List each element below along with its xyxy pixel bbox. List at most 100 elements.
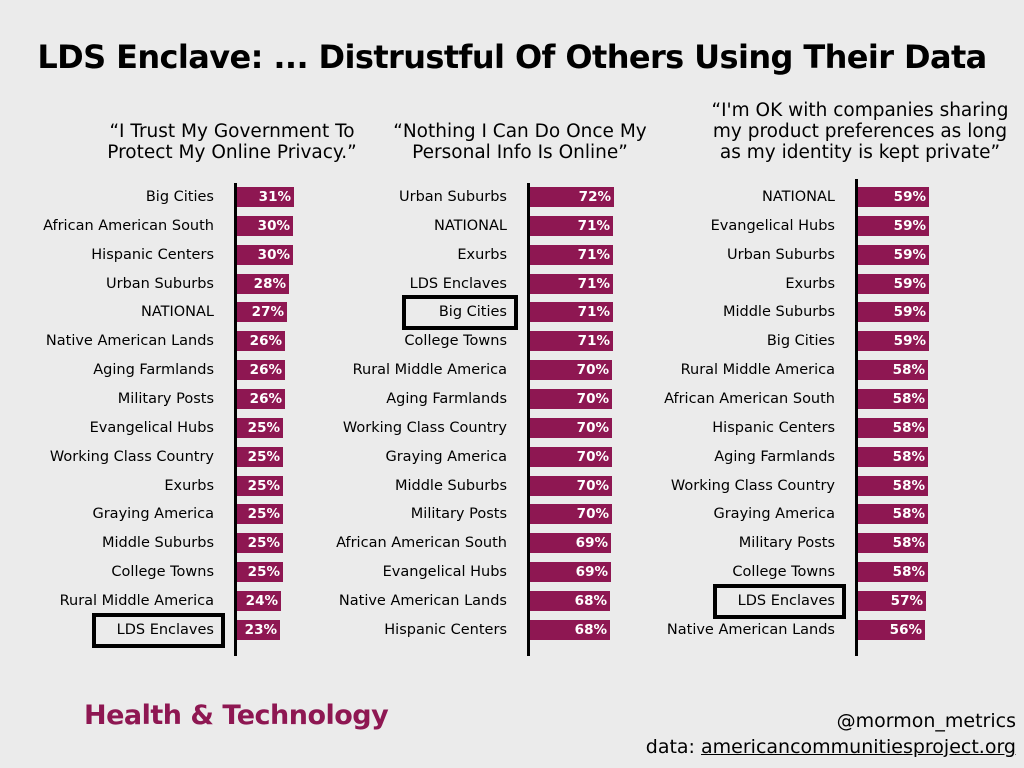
data-label: 31% <box>258 189 291 205</box>
chart-row: Working Class Country 25% <box>0 446 1024 468</box>
chart-row: Evangelical Hubs 25% <box>0 417 1024 439</box>
chart-row: Rural Middle America 58% <box>0 359 1024 381</box>
data-label: 25% <box>247 535 280 552</box>
data-label: 25% <box>247 448 280 465</box>
data-bar: 26% <box>237 360 285 381</box>
chart-row: Urban Suburbs 72% <box>0 186 1024 208</box>
category-label: Aging Farmlands <box>93 362 214 379</box>
category-label: College Towns <box>111 564 214 581</box>
data-bar: 25% <box>237 417 283 438</box>
data-label: 58% <box>892 390 925 407</box>
data-bar: 72% <box>530 187 614 207</box>
category-label: Urban Suburbs <box>399 189 507 205</box>
data-bar: 70% <box>530 360 612 381</box>
category-label: NATIONAL <box>761 189 835 205</box>
data-bar: 28% <box>237 273 289 294</box>
chart-axis-line <box>855 179 858 656</box>
data-label: 68% <box>574 592 607 609</box>
category-label: Hispanic Centers <box>91 246 214 263</box>
data-label: 28% <box>253 275 286 292</box>
chart-row: College Towns 25% <box>0 561 1024 583</box>
data-label: 59% <box>893 333 926 350</box>
category-label: Big Cities <box>766 333 835 350</box>
data-label: 27% <box>251 304 284 321</box>
chart-row: Middle Suburbs 70% <box>0 475 1024 497</box>
data-bar: 25% <box>237 533 283 554</box>
category-label: Rural Middle America <box>680 362 835 379</box>
category-label: Evangelical Hubs <box>382 564 507 581</box>
category-label: NATIONAL <box>140 304 214 321</box>
category-label: Middle Suburbs <box>722 304 835 321</box>
data-label: 71% <box>577 304 610 321</box>
data-label: 25% <box>247 477 280 494</box>
category-label: Rural Middle America <box>59 592 214 609</box>
data-label: 59% <box>893 246 926 263</box>
data-bar: 71% <box>530 302 613 323</box>
category-label: Exurbs <box>785 275 835 292</box>
data-label: 70% <box>576 419 609 436</box>
data-label: 58% <box>892 419 925 436</box>
data-label: 59% <box>893 275 926 292</box>
category-label: Evangelical Hubs <box>710 217 835 234</box>
category-label: Military Posts <box>738 535 835 552</box>
highlight-box <box>92 612 225 648</box>
data-bar: 71% <box>530 215 613 236</box>
data-source-prefix: data: <box>645 736 702 758</box>
data-bar: 57% <box>858 590 926 611</box>
chart-row: Exurbs 59% <box>0 273 1024 295</box>
data-label: 26% <box>249 362 282 379</box>
page-title: LDS Enclave: ... Distrustful Of Others U… <box>37 38 987 76</box>
data-bar: 58% <box>858 533 928 554</box>
chart-row: Native American Lands 68% <box>0 590 1024 612</box>
section-label: Health & Technology <box>84 700 389 731</box>
chart-row: Urban Suburbs 28% <box>0 273 1024 295</box>
data-label: 69% <box>575 564 608 581</box>
chart-row: Exurbs 71% <box>0 244 1024 266</box>
category-label: Middle Suburbs <box>101 535 214 552</box>
data-bar: 25% <box>237 475 283 496</box>
category-label: College Towns <box>404 333 507 350</box>
data-label: 58% <box>892 564 925 581</box>
chart-row: African American South 30% <box>0 215 1024 237</box>
category-label: African American South <box>336 535 507 552</box>
category-label: Working Class Country <box>670 477 835 494</box>
data-label: 59% <box>893 217 926 234</box>
chart-row: Hispanic Centers 58% <box>0 417 1024 439</box>
category-label: NATIONAL <box>433 217 507 234</box>
data-label: 71% <box>577 275 610 292</box>
chart-row: NATIONAL 71% <box>0 215 1024 237</box>
data-bar: 70% <box>530 504 612 525</box>
data-bar: 70% <box>530 446 612 467</box>
category-label: Exurbs <box>457 246 507 263</box>
chart-row: Graying America 70% <box>0 446 1024 468</box>
chart-row: College Towns 71% <box>0 330 1024 352</box>
chart-row: African American South 58% <box>0 388 1024 410</box>
data-label: 71% <box>577 246 610 263</box>
data-bar: 58% <box>858 562 928 583</box>
category-label: Native American Lands <box>45 333 214 350</box>
data-bar: 27% <box>237 302 287 323</box>
chart-row: Hispanic Centers 30% <box>0 244 1024 266</box>
category-label: College Towns <box>732 564 835 581</box>
category-label: Hispanic Centers <box>712 419 835 436</box>
data-label: 71% <box>577 217 610 234</box>
data-bar: 70% <box>530 475 612 496</box>
chart-row: Graying America 25% <box>0 503 1024 525</box>
data-bar: 59% <box>858 302 929 323</box>
data-label: 58% <box>892 362 925 379</box>
data-bar: 71% <box>530 331 613 352</box>
data-label: 26% <box>249 333 282 350</box>
category-label: Big Cities <box>145 189 214 205</box>
highlight-box <box>713 583 846 619</box>
data-label: 70% <box>576 390 609 407</box>
category-label: Working Class Country <box>49 448 214 465</box>
data-bar: 58% <box>858 504 928 525</box>
category-label: LDS Enclaves <box>737 592 835 609</box>
data-label: 58% <box>892 448 925 465</box>
data-label: 70% <box>576 448 609 465</box>
data-bar: 59% <box>858 215 929 236</box>
data-bar: 70% <box>530 388 612 409</box>
category-label: African American South <box>43 217 214 234</box>
chart-row: Aging Farmlands 58% <box>0 446 1024 468</box>
data-source-link[interactable]: americancommunitiesproject.org <box>701 736 1016 758</box>
